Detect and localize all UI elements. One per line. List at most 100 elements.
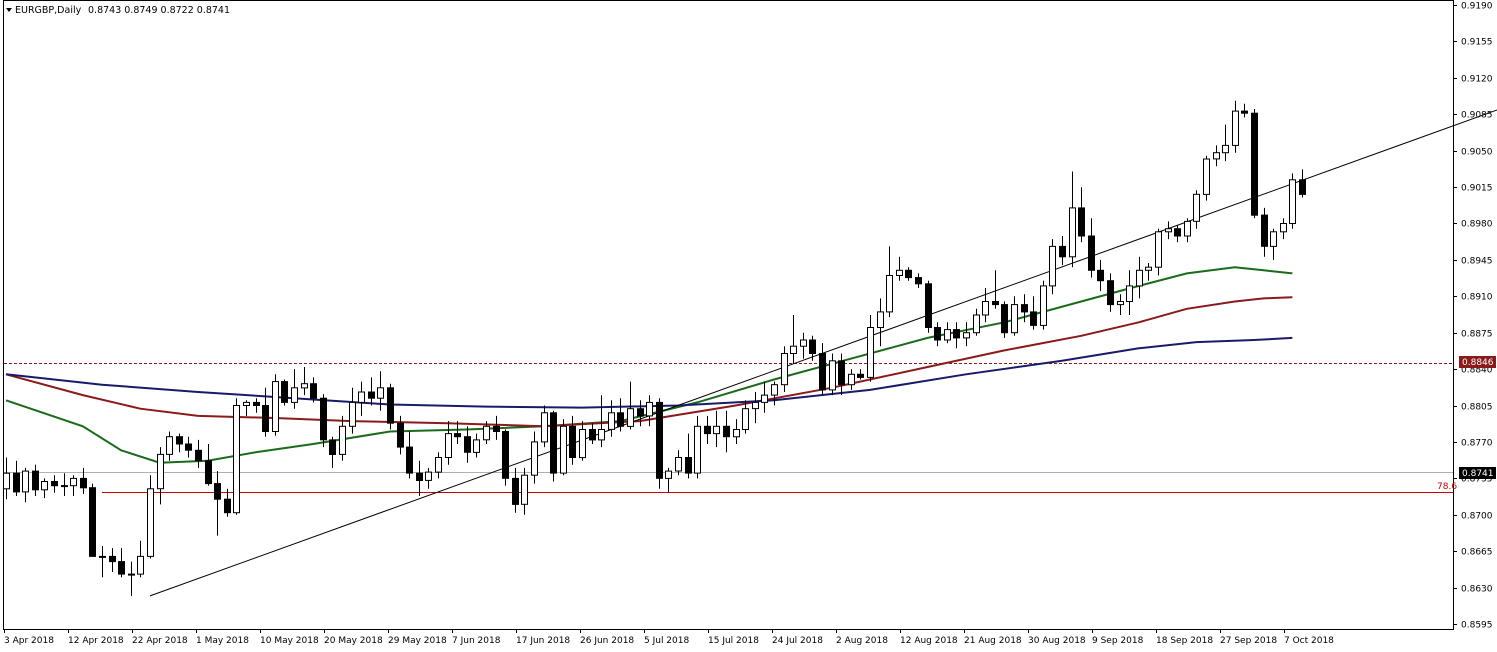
candle-body-up	[1165, 228, 1172, 233]
candle-body-down	[512, 477, 519, 505]
candle-body-down	[51, 481, 58, 487]
candle-body-up	[742, 408, 749, 431]
candle	[89, 483, 96, 557]
candle-body-up	[22, 470, 29, 493]
candle-body-down	[502, 431, 509, 479]
candle	[1078, 187, 1085, 243]
candle	[867, 315, 874, 382]
candle-body-up	[973, 314, 980, 334]
candle-body-down	[454, 433, 461, 438]
candle	[925, 280, 932, 333]
candle-body-up	[1011, 304, 1018, 334]
y-tick-label: 0.8945	[1461, 257, 1493, 267]
candle	[464, 426, 471, 463]
candle	[723, 410, 730, 453]
candle-body-up	[1126, 285, 1133, 302]
candle-body-down	[406, 446, 413, 474]
candle	[541, 405, 548, 448]
x-tick-label: 3 Apr 2018	[4, 636, 54, 646]
x-tick-label: 10 May 2018	[260, 636, 319, 646]
candle	[454, 421, 461, 444]
candle-body-up	[128, 573, 135, 576]
candle-body-down	[905, 269, 912, 279]
candle-body-up	[982, 301, 989, 316]
candle	[61, 473, 68, 496]
candle-body-down	[368, 391, 375, 399]
candle-body-up	[1069, 207, 1076, 258]
candle-body-up	[1193, 193, 1200, 222]
candle-body-up	[349, 401, 356, 427]
candle-body-down	[493, 425, 500, 432]
candle	[3, 457, 10, 500]
y-tick-label: 0.8980	[1461, 220, 1493, 230]
candle	[848, 369, 855, 390]
candle-body-up	[579, 429, 586, 459]
candle-body-up	[646, 401, 653, 417]
trendlines-layer	[149, 101, 1497, 597]
candle	[733, 419, 740, 444]
candle	[560, 419, 567, 476]
candle	[1261, 207, 1268, 257]
y-tick-label: 0.9190	[1461, 2, 1493, 12]
candle-body-down	[550, 412, 557, 474]
candle-body-up	[886, 275, 893, 313]
candle	[80, 467, 87, 494]
candle	[838, 353, 845, 396]
candle	[973, 308, 980, 336]
candle	[627, 381, 634, 430]
candle-body-up	[1232, 110, 1239, 146]
y-axis: 0.9190 0.9155 0.9120 0.9085 0.9050 0.9015 0.89…	[1453, 2, 1493, 631]
candle-body-down	[992, 301, 999, 306]
candle	[637, 400, 644, 427]
y-tick-label: 0.8875	[1461, 330, 1493, 340]
candle	[829, 353, 836, 396]
candle-body-up	[1222, 144, 1229, 154]
candle-body-up	[157, 453, 164, 490]
candle-body-up	[790, 345, 797, 355]
candle	[301, 367, 308, 396]
candle	[608, 400, 615, 437]
candle	[406, 431, 413, 479]
candle	[819, 343, 826, 396]
candle	[1232, 100, 1239, 153]
candle	[502, 429, 509, 486]
trendline-up[interactable]	[149, 101, 1497, 597]
y-tick-label: 0.9085	[1461, 111, 1493, 121]
candle	[857, 369, 864, 380]
collapse-triangle-icon[interactable]	[6, 8, 12, 12]
candle-body-down	[262, 405, 269, 432]
candle-body-down	[1107, 280, 1114, 306]
candle-body-down	[185, 443, 192, 451]
price-tags: 0.8846 0.8741 78.6	[1437, 356, 1496, 492]
candle-body-up	[1049, 245, 1056, 287]
candle-body-up	[531, 441, 538, 476]
candle	[646, 395, 653, 427]
candle-body-down	[569, 425, 576, 458]
candle-body-down	[589, 429, 596, 441]
candle	[13, 460, 20, 496]
candle-body-up	[781, 353, 788, 386]
moving-averages-layer	[5, 266, 1293, 464]
candle	[1193, 190, 1200, 229]
candle	[137, 540, 144, 578]
candle	[1155, 228, 1162, 276]
candle-body-down	[1241, 110, 1248, 114]
candle-body-down	[1088, 235, 1095, 271]
candle	[1299, 169, 1306, 198]
y-tick-label: 0.8840	[1461, 366, 1493, 376]
candle-body-down	[915, 277, 922, 285]
candle	[521, 467, 528, 515]
candle-body-down	[310, 383, 317, 399]
candle	[704, 415, 711, 444]
candle	[1069, 171, 1076, 268]
candle	[934, 322, 941, 347]
x-tick-label: 26 Jun 2018	[580, 636, 634, 646]
candle-body-down	[1097, 269, 1104, 282]
y-tick-label: 0.9120	[1461, 75, 1493, 85]
candle-body-down	[1251, 112, 1258, 216]
candle	[1165, 221, 1172, 240]
x-tick-label: 7 Jun 2018	[452, 636, 501, 646]
candle-body-up	[608, 412, 615, 430]
candle	[416, 460, 423, 496]
